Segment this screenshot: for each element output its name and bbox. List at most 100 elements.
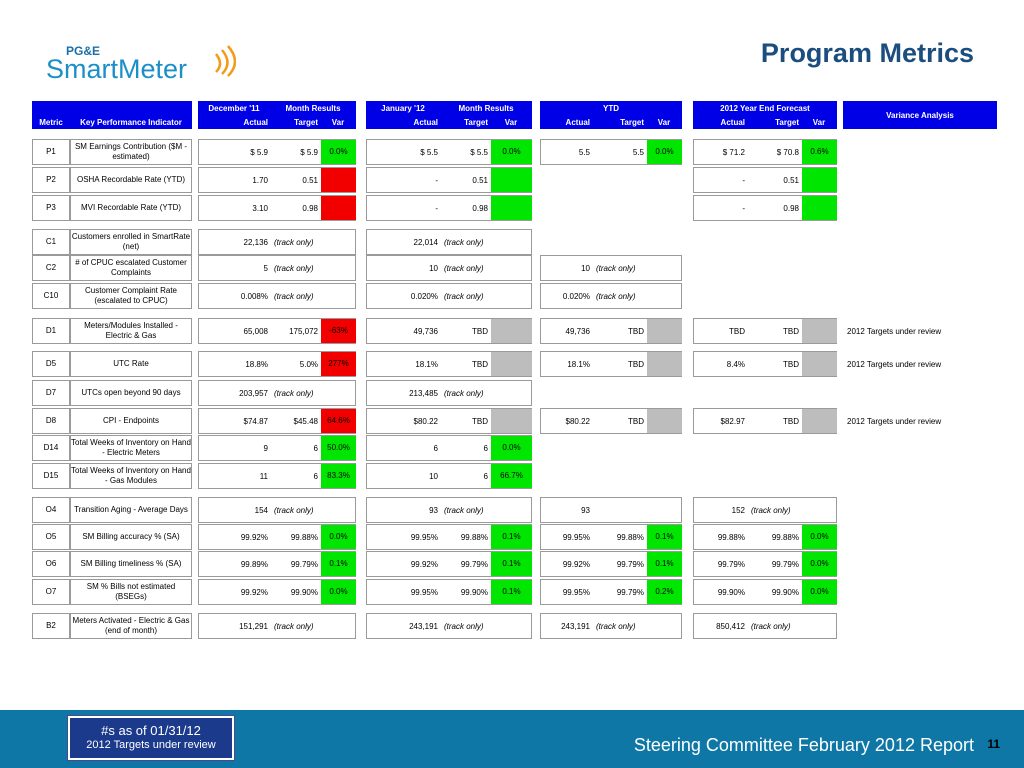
report-title: Steering Committee February 2012 Report xyxy=(633,735,974,755)
metric-group-jan xyxy=(366,613,532,639)
metric-group-ytd xyxy=(540,283,682,309)
fc-actual: 8.4% xyxy=(726,359,745,369)
ytd-actual: $80.22 xyxy=(565,416,590,426)
dec-track-only: (track only) xyxy=(274,388,314,398)
header-forecast: 2012 Year End Forecast xyxy=(693,101,837,115)
dec-track-only: (track only) xyxy=(274,621,314,631)
metric-id: B2 xyxy=(32,613,70,639)
jan-target: 0.98 xyxy=(472,203,488,213)
dec-actual: 1.70 xyxy=(252,175,268,185)
jan-actual: 99.95% xyxy=(410,587,438,597)
logo-smartmeter-text: SmartMeter xyxy=(46,54,187,84)
fc-target: 99.79% xyxy=(771,559,799,569)
fc-actual: $ 71.2 xyxy=(722,147,745,157)
jan-var: 0.1% xyxy=(491,552,532,576)
dec-track-only: (track only) xyxy=(274,237,314,247)
ytd-actual: 99.95% xyxy=(562,532,590,542)
dec-actual: $74.87 xyxy=(243,416,268,426)
jan-actual: 6 xyxy=(433,443,438,453)
dec-var: 277% xyxy=(321,352,356,376)
jan-var: 66.7% xyxy=(491,464,532,488)
metric-group-jan xyxy=(366,229,532,255)
kpi-name: Total Weeks of Inventory on Hand - Gas M… xyxy=(70,463,192,489)
dec-track-only: (track only) xyxy=(274,505,314,515)
header-metric: Metric xyxy=(32,115,70,129)
fc-var xyxy=(802,319,837,343)
kpi-name: Transition Aging - Average Days xyxy=(70,497,192,523)
ytd-actual: 243,191 xyxy=(561,621,590,631)
jan-actual: 213,485 xyxy=(409,388,438,398)
as-of-date: #s as of 01/31/12 xyxy=(101,723,201,738)
ytd-target: TBD xyxy=(628,359,644,369)
jan-actual: 10 xyxy=(429,263,438,273)
ytd-actual: 0.020% xyxy=(562,291,590,301)
jan-var xyxy=(491,352,532,376)
fc-var xyxy=(802,352,837,376)
fc-target: TBD xyxy=(783,326,799,336)
dec-target: 175,072 xyxy=(289,326,318,336)
dec-var: 0.0% xyxy=(321,580,356,604)
jan-actual: 99.92% xyxy=(410,559,438,569)
metric-id: D8 xyxy=(32,408,70,434)
jan-track-only: (track only) xyxy=(444,388,484,398)
dec-actual: 0.008% xyxy=(240,291,268,301)
jan-var xyxy=(491,196,532,220)
fc-actual: $82.97 xyxy=(720,416,745,426)
metric-id: D15 xyxy=(32,463,70,489)
ytd-var: 0.1% xyxy=(647,525,682,549)
jan-var xyxy=(491,319,532,343)
jan-actual: 10 xyxy=(429,471,438,481)
header-variance: Variance Analysis xyxy=(843,101,997,129)
ytd-actual: 18.1% xyxy=(567,359,590,369)
jan-var xyxy=(491,409,532,433)
metric-group-dec xyxy=(198,497,356,523)
kpi-name: CPI - Endpoints xyxy=(70,408,192,434)
dec-var xyxy=(321,168,356,192)
header-forecast-var: Var xyxy=(801,115,837,129)
jan-track-only: (track only) xyxy=(444,621,484,631)
metric-group-ytd xyxy=(540,613,682,639)
jan-actual: 93 xyxy=(429,505,438,515)
ytd-var: 0.2% xyxy=(647,580,682,604)
header-jan-target: Target xyxy=(440,115,490,129)
dec-target: 0.98 xyxy=(302,203,318,213)
metric-group-dec xyxy=(198,380,356,406)
header-jan-actual: Actual xyxy=(366,115,440,129)
dec-track-only: (track only) xyxy=(274,291,314,301)
ytd-target: TBD xyxy=(628,416,644,426)
dec-var xyxy=(321,196,356,220)
fc-target: TBD xyxy=(783,359,799,369)
fc-var xyxy=(802,196,837,220)
jan-actual: $80.22 xyxy=(413,416,438,426)
metric-id: O7 xyxy=(32,579,70,605)
header-kpi: Key Performance Indicator xyxy=(70,115,192,129)
header-jan-var: Var xyxy=(490,115,532,129)
kpi-name: OSHA Recordable Rate (YTD) xyxy=(70,167,192,193)
jan-actual: 18.1% xyxy=(415,359,438,369)
kpi-name: Meters Activated - Electric & Gas (end o… xyxy=(70,613,192,639)
jan-var: 0.0% xyxy=(491,140,532,164)
dec-actual: 154 xyxy=(254,505,268,515)
header-ytd-actual: Actual xyxy=(540,115,592,129)
jan-track-only: (track only) xyxy=(444,291,484,301)
kpi-name: UTCs open beyond 90 days xyxy=(70,380,192,406)
ytd-target: 5.5 xyxy=(632,147,644,157)
ytd-var xyxy=(647,319,682,343)
dec-target: 99.88% xyxy=(290,532,318,542)
fc-actual: 99.88% xyxy=(717,532,745,542)
ytd-var: 0.0% xyxy=(647,140,682,164)
header-month-results-jan: Month Results xyxy=(440,101,532,115)
jan-actual: 0.020% xyxy=(410,291,438,301)
kpi-name: SM % Bills not estimated (BSEGs) xyxy=(70,579,192,605)
ytd-var xyxy=(647,352,682,376)
fc-target: 0.98 xyxy=(783,203,799,213)
dec-var: 83.3% xyxy=(321,464,356,488)
jan-track-only: (track only) xyxy=(444,505,484,515)
kpi-name: Meters/Modules Installed - Electric & Ga… xyxy=(70,318,192,344)
fc-target: $ 70.8 xyxy=(776,147,799,157)
ytd-track-only: (track only) xyxy=(596,291,636,301)
fc-actual: 850,412 xyxy=(716,621,745,631)
dec-target: 99.79% xyxy=(290,559,318,569)
metric-id: D5 xyxy=(32,351,70,377)
dec-actual: 18.8% xyxy=(245,359,268,369)
